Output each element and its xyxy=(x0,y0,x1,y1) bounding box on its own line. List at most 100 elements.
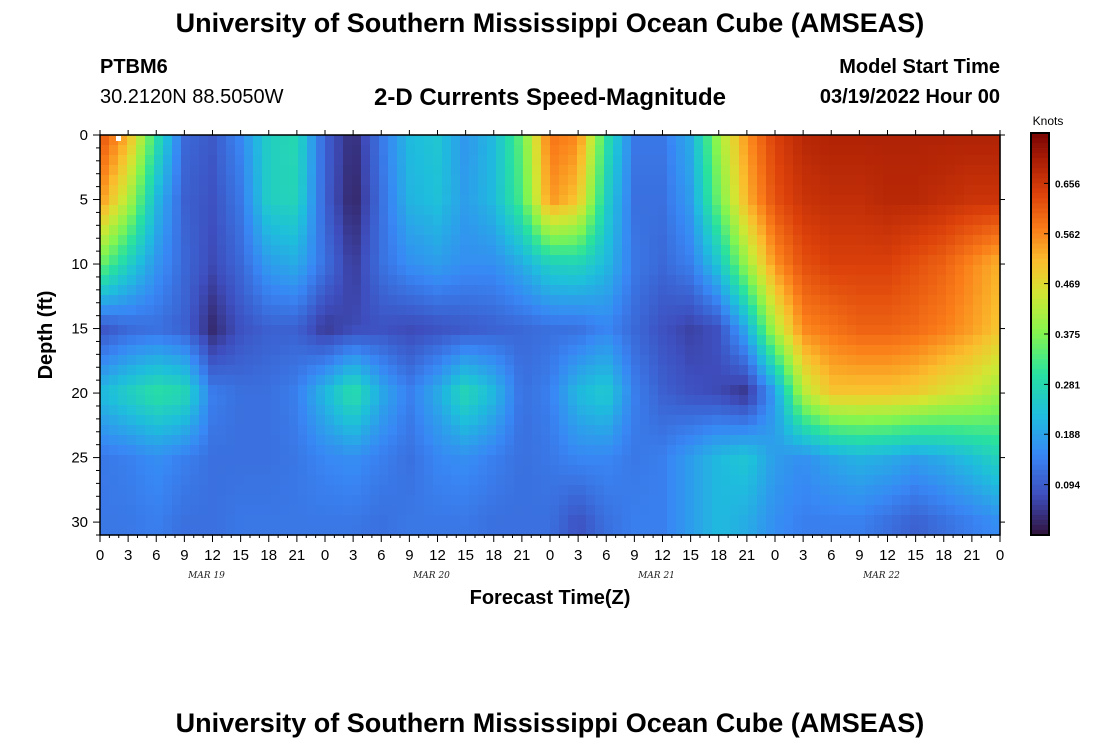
heatmap-cell xyxy=(181,505,191,516)
heatmap-cell xyxy=(370,475,380,486)
heatmap-cell xyxy=(658,145,668,156)
heatmap-cell xyxy=(361,325,371,336)
heatmap-cell xyxy=(415,405,425,416)
heatmap-cell xyxy=(721,245,731,256)
heatmap-cell xyxy=(820,185,830,196)
heatmap-cell xyxy=(334,345,344,356)
heatmap-cell xyxy=(361,485,371,496)
heatmap-cell xyxy=(802,315,812,326)
heatmap-cell xyxy=(424,455,434,466)
heatmap-cell xyxy=(703,385,713,396)
heatmap-cell xyxy=(127,485,137,496)
heatmap-cell xyxy=(469,265,479,276)
heatmap-cell xyxy=(244,415,254,426)
heatmap-cell xyxy=(775,425,785,436)
heatmap-cell xyxy=(658,265,668,276)
heatmap-cell xyxy=(991,425,1001,436)
heatmap-cell xyxy=(865,485,875,496)
heatmap-cell xyxy=(100,235,110,246)
heatmap-cell xyxy=(334,305,344,316)
heatmap-cell xyxy=(289,425,299,436)
heatmap-cell xyxy=(217,315,227,326)
heatmap-cell xyxy=(442,515,452,526)
heatmap-cell xyxy=(991,185,1001,196)
heatmap-cell xyxy=(748,515,758,526)
heatmap-cell xyxy=(307,485,317,496)
heatmap-cell xyxy=(298,465,308,476)
heatmap-cell xyxy=(595,325,605,336)
heatmap-cell xyxy=(847,335,857,346)
heatmap-cell xyxy=(685,305,695,316)
heatmap-cell xyxy=(550,505,560,516)
heatmap-cell xyxy=(739,155,749,166)
heatmap-cell xyxy=(550,385,560,396)
heatmap-cell xyxy=(316,455,326,466)
heatmap-cell xyxy=(640,155,650,166)
heatmap-cell xyxy=(829,385,839,396)
heatmap-cell xyxy=(865,165,875,176)
heatmap-cell xyxy=(415,365,425,376)
heatmap-cell xyxy=(307,265,317,276)
heatmap-cell xyxy=(757,525,767,536)
heatmap-cell xyxy=(973,455,983,466)
heatmap-cell xyxy=(172,505,182,516)
heatmap-cell xyxy=(199,395,209,406)
heatmap-cell xyxy=(793,355,803,366)
heatmap-cell xyxy=(388,225,398,236)
heatmap-cell xyxy=(604,205,614,216)
heatmap-cell xyxy=(694,315,704,326)
heatmap-cell xyxy=(838,515,848,526)
heatmap-cell xyxy=(856,135,866,146)
heatmap-cell xyxy=(667,495,677,506)
heatmap-cell xyxy=(568,415,578,426)
heatmap-cell xyxy=(874,225,884,236)
heatmap-cell xyxy=(298,415,308,426)
heatmap-cell xyxy=(856,195,866,206)
heatmap-cell xyxy=(694,485,704,496)
heatmap-cell xyxy=(973,345,983,356)
heatmap-cell xyxy=(370,395,380,406)
heatmap-cell xyxy=(667,525,677,536)
heatmap-cell xyxy=(487,475,497,486)
heatmap-cell xyxy=(703,165,713,176)
heatmap-cell xyxy=(172,445,182,456)
heatmap-cell xyxy=(685,445,695,456)
heatmap-cell xyxy=(100,145,110,156)
heatmap-cell xyxy=(946,355,956,366)
heatmap-cell xyxy=(622,445,632,456)
heatmap-cell xyxy=(595,505,605,516)
heatmap-cell xyxy=(901,265,911,276)
heatmap-cell xyxy=(235,135,245,146)
heatmap-cell xyxy=(577,315,587,326)
heatmap-cell xyxy=(640,345,650,356)
heatmap-cell xyxy=(631,405,641,416)
heatmap-cell xyxy=(694,245,704,256)
heatmap-cell xyxy=(550,485,560,496)
heatmap-cell xyxy=(946,415,956,426)
heatmap-cell xyxy=(478,335,488,346)
heatmap-cell xyxy=(739,315,749,326)
heatmap-cell xyxy=(154,285,164,296)
heatmap-cell xyxy=(289,525,299,536)
heatmap-cell xyxy=(856,275,866,286)
heatmap-cell xyxy=(433,425,443,436)
heatmap-cell xyxy=(982,515,992,526)
heatmap-cell xyxy=(856,385,866,396)
heatmap-cell xyxy=(325,385,335,396)
heatmap-cell xyxy=(838,315,848,326)
heatmap-cell xyxy=(487,235,497,246)
heatmap-cell xyxy=(172,325,182,336)
colorbar-tick-label: 0.188 xyxy=(1055,430,1080,441)
heatmap-cell xyxy=(937,405,947,416)
heatmap-cell xyxy=(604,385,614,396)
heatmap-cell xyxy=(721,505,731,516)
heatmap-cell xyxy=(541,145,551,156)
heatmap-cell xyxy=(325,415,335,426)
heatmap-cell xyxy=(622,355,632,366)
heatmap-cell xyxy=(433,235,443,246)
heatmap-cell xyxy=(973,265,983,276)
heatmap-cell xyxy=(523,495,533,506)
heatmap-cell xyxy=(982,195,992,206)
heatmap-cell xyxy=(523,335,533,346)
x-tick-label: 18 xyxy=(935,547,952,564)
